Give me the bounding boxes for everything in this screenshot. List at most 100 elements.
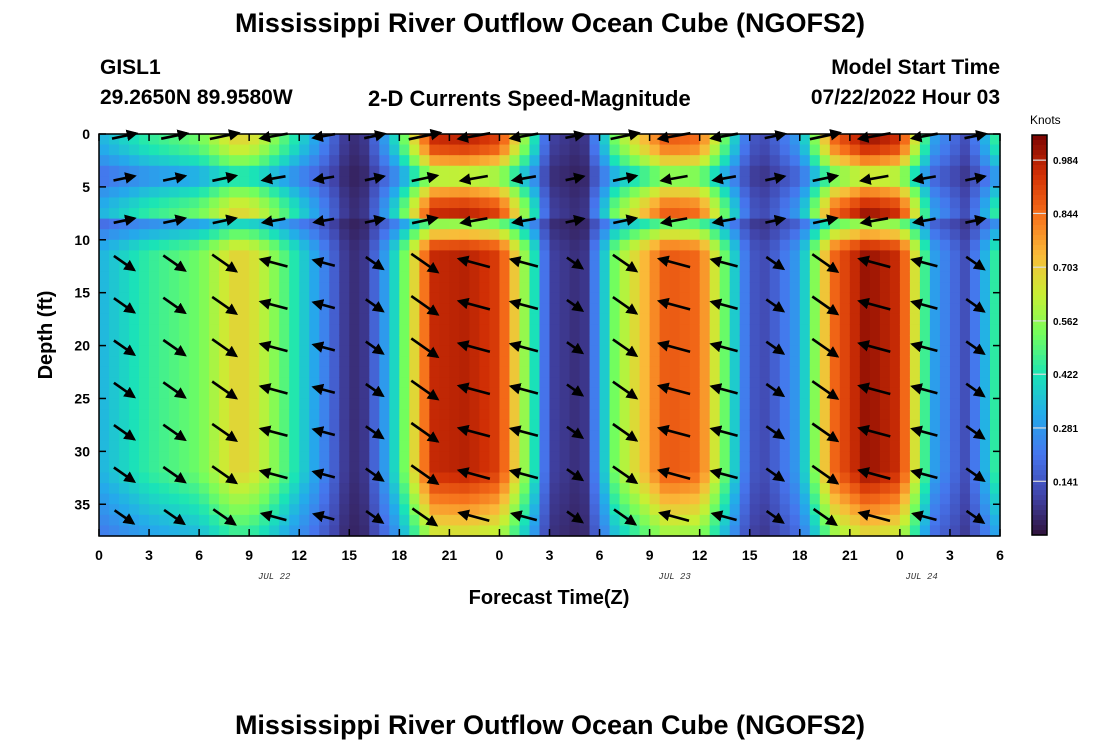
heatmap-cell (809, 387, 821, 400)
heatmap-cell (229, 451, 240, 463)
heatmap-cell (409, 525, 420, 537)
heatmap-cell (829, 409, 841, 421)
heatmap-cell (249, 461, 260, 474)
heatmap-cell (369, 155, 380, 167)
heatmap-cell (419, 292, 430, 304)
heatmap-cell (609, 514, 621, 527)
heatmap-cell (649, 461, 661, 474)
heatmap-cell (639, 451, 651, 463)
heatmap-cell (549, 197, 561, 209)
heatmap-cell (959, 483, 971, 495)
heatmap-cell (99, 324, 110, 336)
heatmap-cell (619, 366, 631, 378)
heatmap-cell (169, 144, 180, 156)
colorbar-segment (1032, 155, 1047, 161)
heatmap-cell (439, 313, 450, 326)
heatmap-cell (599, 345, 611, 357)
heatmap-cell (499, 282, 511, 294)
heatmap-cell (409, 387, 420, 400)
heatmap-cell (419, 229, 430, 241)
heatmap-cell (189, 409, 200, 421)
heatmap-cell (489, 409, 501, 421)
heatmap-cell (109, 345, 120, 357)
heatmap-cell (269, 472, 280, 484)
heatmap-cell (239, 186, 250, 199)
heatmap-cell (439, 250, 450, 262)
heatmap-cell (549, 324, 561, 336)
heatmap-cell (889, 440, 901, 452)
heatmap-cell (849, 239, 861, 251)
heatmap-cell (459, 356, 471, 368)
heatmap-cell (499, 186, 511, 199)
heatmap-cell (139, 155, 150, 167)
heatmap-cell (199, 303, 210, 315)
heatmap-cell (629, 377, 641, 389)
heatmap-cell (729, 398, 741, 410)
heatmap-cell (169, 335, 180, 347)
heatmap-cell (279, 377, 290, 389)
heatmap-cell (519, 208, 531, 220)
heatmap-cell (269, 409, 280, 421)
heatmap-cell (549, 430, 561, 442)
heatmap-cell (769, 419, 781, 431)
heatmap-cell (989, 514, 1001, 527)
heatmap-cell (119, 271, 130, 283)
heatmap-cell (479, 461, 491, 474)
heatmap-cell (399, 144, 410, 156)
heatmap-cell (479, 282, 491, 294)
heatmap-cell (219, 218, 230, 230)
heatmap-cell (379, 377, 390, 389)
heatmap-cell (119, 440, 130, 452)
heatmap-cell (639, 186, 651, 199)
heatmap-cell (889, 504, 901, 516)
heatmap-cell (329, 186, 340, 199)
heatmap-cell (499, 472, 511, 484)
colorbar-segment (1032, 500, 1047, 506)
heatmap-cell (479, 525, 491, 537)
current-vector-arrow (965, 467, 986, 483)
heatmap-cell (149, 504, 160, 516)
y-tick-label: 15 (74, 285, 90, 301)
heatmap-cell (969, 440, 981, 452)
heatmap-cell (759, 144, 771, 156)
heatmap-cell (679, 504, 691, 516)
heatmap-cell (879, 282, 891, 294)
heatmap-cell (949, 377, 961, 389)
heatmap-cell (469, 271, 481, 283)
heatmap-cell (299, 419, 310, 431)
heatmap-cell (279, 292, 290, 304)
heatmap-cell (569, 250, 581, 262)
heatmap-cell (229, 239, 240, 251)
heatmap-cell (809, 472, 821, 484)
heatmap-cell (109, 440, 120, 452)
heatmap-cell (499, 345, 511, 357)
heatmap-cell (229, 398, 240, 410)
heatmap-cell (239, 461, 250, 474)
heatmap-cell (899, 345, 911, 357)
heatmap-cell (889, 356, 901, 368)
heatmap-cell (559, 440, 571, 452)
heatmap-cell (319, 356, 330, 368)
heatmap-cell (709, 504, 721, 516)
heatmap-cell (659, 398, 671, 410)
heatmap-cell (209, 366, 220, 378)
heatmap-cell (259, 398, 270, 410)
heatmap-cell (919, 356, 931, 368)
heatmap-cell (299, 461, 310, 474)
heatmap-cell (179, 313, 190, 326)
heatmap-cell (949, 483, 961, 495)
heatmap-cell (289, 398, 300, 410)
heatmap-cell (249, 409, 260, 421)
heatmap-cell (839, 356, 851, 368)
heatmap-cell (189, 282, 200, 294)
heatmap-cell (309, 313, 320, 326)
colorbar-segment (1032, 260, 1047, 266)
colorbar-segment (1032, 295, 1047, 301)
heatmap-cell (239, 525, 250, 537)
heatmap-cell (439, 461, 450, 474)
heatmap-cell (749, 483, 761, 495)
heatmap-cell (779, 366, 791, 378)
heatmap-cell (649, 409, 661, 421)
heatmap-cell (629, 250, 641, 262)
